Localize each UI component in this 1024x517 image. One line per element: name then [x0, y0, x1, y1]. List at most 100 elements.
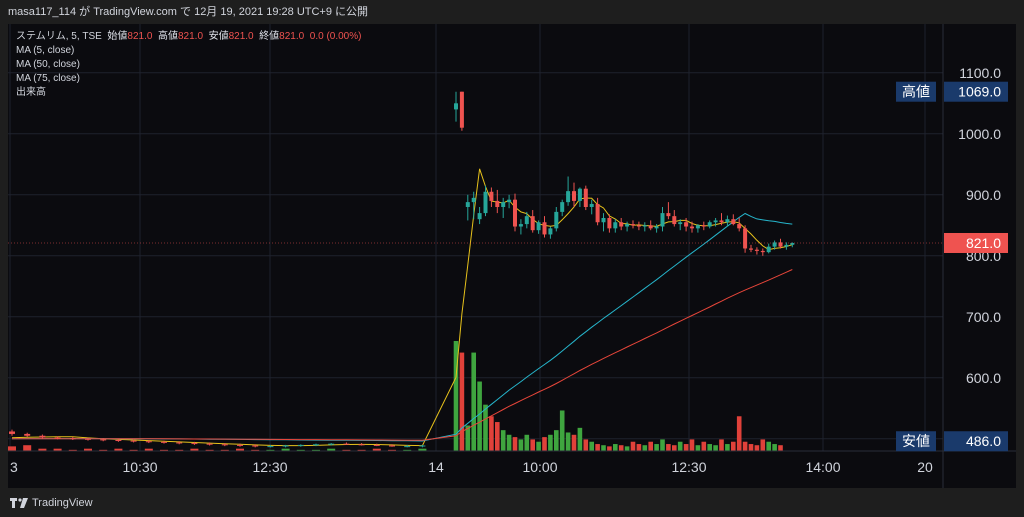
- candle-body: [743, 228, 748, 249]
- y-tick-label: 600.0: [966, 370, 1001, 386]
- volume-bar: [583, 439, 589, 451]
- volume-bar: [530, 439, 535, 451]
- candle-body: [707, 222, 712, 227]
- volume-bar: [607, 446, 612, 451]
- publish-info-text: masa117_114 が TradingView.com で 12月 19, …: [8, 6, 369, 18]
- volume-bar: [542, 437, 547, 451]
- volume-bar: [418, 448, 427, 451]
- x-tick-label: 12:30: [252, 459, 287, 475]
- volume-bar: [677, 441, 683, 451]
- x-tick-label: 10:30: [122, 459, 157, 475]
- candle-body: [642, 225, 647, 227]
- axes: 1100.01000.0900.0800.0700.0600.0500.0310…: [8, 24, 1016, 488]
- candle-body: [684, 222, 689, 227]
- volume-bar: [205, 449, 214, 451]
- volume-bar: [666, 444, 671, 451]
- volume-bar: [512, 437, 518, 451]
- candle-body: [737, 224, 742, 229]
- candle-body: [678, 222, 683, 225]
- candle-body: [613, 222, 618, 229]
- legend-open-value: 821.0: [127, 31, 153, 42]
- logo-text: TradingView: [32, 497, 93, 509]
- volume-bar: [500, 430, 506, 451]
- candle-body: [454, 103, 458, 110]
- high-price-tag-value: 1069.0: [958, 84, 1001, 100]
- volume-bar: [642, 445, 648, 451]
- volume-bar: [636, 444, 642, 451]
- x-tick-label: 10:00: [522, 459, 557, 475]
- legend-close-value: 821.0: [279, 31, 305, 42]
- candle-body: [145, 441, 152, 443]
- legend-ma5[interactable]: MA (5, close): [16, 45, 75, 56]
- candle-body: [471, 197, 476, 203]
- y-tick-label: 700.0: [966, 309, 1001, 325]
- candle-body: [536, 222, 541, 231]
- candle-body: [666, 213, 671, 217]
- volume-bar: [701, 441, 707, 451]
- candles: [9, 91, 795, 448]
- candle-body: [130, 440, 137, 442]
- candle-body: [636, 225, 641, 227]
- candle-body: [282, 445, 289, 447]
- volume-bar: [312, 449, 320, 451]
- volume-bar: [68, 449, 77, 451]
- candlestick-chart[interactable]: 1100.01000.0900.0800.0700.0600.0500.0310…: [8, 24, 1016, 488]
- ma75-line: [12, 269, 793, 441]
- legend-open-label: 始値: [107, 31, 128, 42]
- volume-bar: [53, 448, 62, 451]
- volume-bar: [725, 444, 730, 451]
- x-tick-label: 14: [428, 459, 444, 475]
- candle-body: [297, 444, 304, 446]
- ma50-line: [11, 212, 793, 442]
- volume-bar: [589, 441, 594, 451]
- volume-bar: [459, 352, 465, 451]
- candle-body: [542, 222, 547, 235]
- legend-volume[interactable]: 出来高: [16, 87, 46, 98]
- legend-ma50[interactable]: MA (50, close): [16, 59, 80, 70]
- candle-body: [619, 222, 624, 227]
- chart-legend: ステムリム, 5, TSE 始値821.0 高値821.0 安値821.0 終値…: [16, 30, 361, 100]
- volume-bar: [388, 449, 396, 451]
- candle-body: [660, 213, 665, 227]
- candle-body: [24, 433, 31, 436]
- volume-bar: [495, 422, 500, 451]
- volume-bar: [618, 445, 624, 451]
- x-tick-label: 12:30: [671, 459, 706, 475]
- candle-body: [489, 191, 494, 201]
- candle-body: [790, 242, 795, 245]
- volume-bar: [742, 441, 748, 451]
- volume-bar: [8, 446, 16, 451]
- candle-body: [9, 431, 15, 434]
- candle-body: [252, 445, 259, 447]
- volume-bar: [327, 448, 336, 451]
- candle-body: [583, 188, 588, 207]
- candle-body: [267, 446, 274, 448]
- candle-body: [760, 250, 765, 253]
- volume-bar: [236, 448, 244, 451]
- candle-body: [404, 446, 411, 448]
- volume-bar: [554, 430, 559, 451]
- volume-bar: [731, 441, 736, 451]
- candle-body: [560, 202, 565, 212]
- candle-body: [100, 439, 107, 441]
- legend-ma75[interactable]: MA (75, close): [16, 73, 80, 84]
- volume-bar: [613, 444, 618, 451]
- volume-bar: [754, 445, 760, 451]
- candle-body: [465, 202, 470, 207]
- candle-body: [595, 203, 600, 223]
- candle-body: [695, 225, 700, 229]
- volume-bar: [489, 416, 494, 451]
- volume-bar: [772, 444, 777, 451]
- candle-body: [631, 224, 635, 226]
- candle-body: [778, 242, 783, 247]
- volume-bar: [683, 444, 689, 451]
- chart-panel[interactable]: 1100.01000.0900.0800.0700.0600.0500.0310…: [8, 24, 1016, 488]
- candle-body: [672, 216, 677, 225]
- candle-body: [701, 225, 706, 227]
- volume-bar: [266, 449, 275, 451]
- volume-bar: [548, 434, 553, 451]
- volume-bar: [713, 445, 718, 451]
- volume-bar: [114, 448, 123, 451]
- tradingview-logo[interactable]: TradingView: [10, 497, 93, 509]
- volume-bars: [8, 341, 783, 451]
